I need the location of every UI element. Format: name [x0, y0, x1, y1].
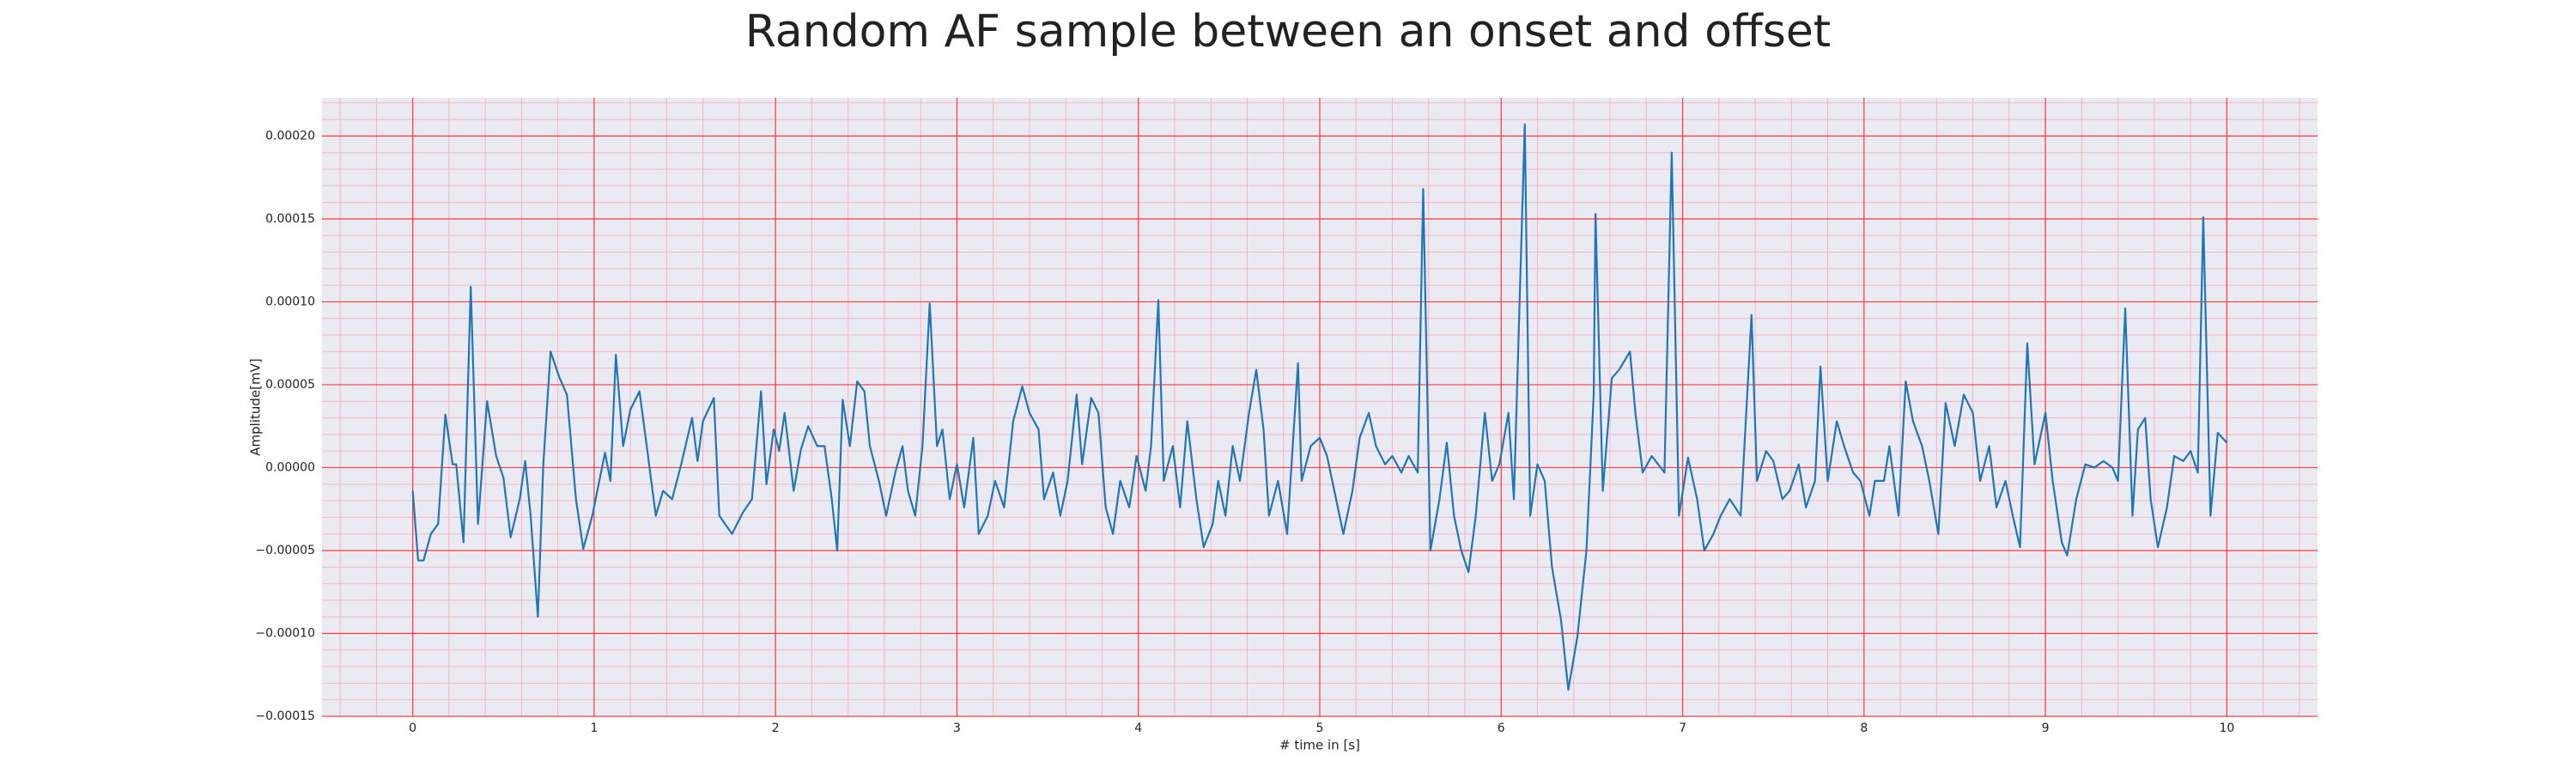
- y-tick-label: −0.00005: [255, 544, 315, 557]
- x-tick-label: 3: [953, 721, 961, 735]
- x-tick-label: 0: [409, 721, 416, 735]
- x-tick-label: 5: [1316, 721, 1324, 735]
- x-tick-label: 9: [2042, 721, 2050, 735]
- y-tick-label: 0.00015: [265, 212, 315, 226]
- x-tick-label: 6: [1498, 721, 1505, 735]
- chart-title: Random AF sample between an onset and of…: [745, 6, 1831, 58]
- y-tick-label: −0.00015: [255, 709, 315, 723]
- x-tick-label: 4: [1134, 721, 1142, 735]
- x-tick-label: 2: [772, 721, 780, 735]
- x-tick-label: 1: [590, 721, 598, 735]
- y-tick-label: 0.00000: [265, 460, 315, 474]
- y-tick-label: −0.00010: [255, 626, 315, 640]
- y-tick-label: 0.00020: [265, 129, 315, 143]
- x-tick-label: 7: [1679, 721, 1686, 735]
- y-axis-label: Amplitude[mV]: [248, 358, 264, 455]
- data-line: [411, 123, 2228, 691]
- x-axis-label: # time in [s]: [1279, 738, 1360, 753]
- y-tick-label: 0.00010: [265, 295, 315, 308]
- x-tick-label: 10: [2219, 721, 2234, 735]
- y-tick-label: 0.00005: [265, 378, 315, 392]
- x-tick-label: 8: [1860, 721, 1868, 735]
